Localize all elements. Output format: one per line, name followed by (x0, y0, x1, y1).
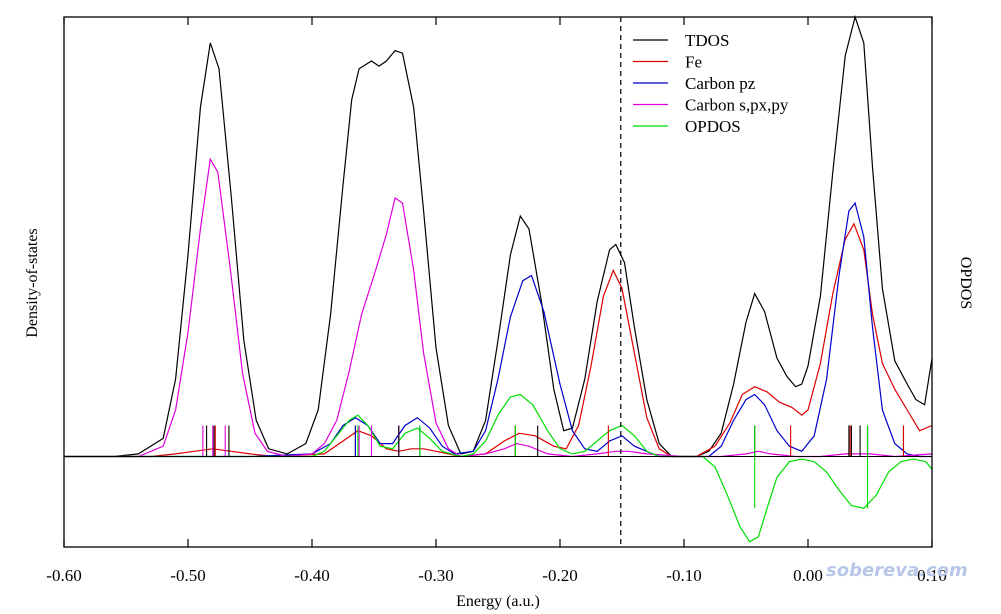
plot-frame (63, 16, 933, 548)
y-axis-title-left: Density-of-states (24, 228, 41, 337)
series-line-tdos (64, 14, 933, 458)
x-tick-label: -0.60 (46, 566, 81, 585)
series-line-carbon-pz (64, 201, 932, 458)
legend-label-opdos: OPDOS (685, 117, 741, 136)
series-line-fe (64, 222, 933, 458)
watermark-text: sobereva.com (826, 560, 968, 581)
legend: TDOS Fe Carbon pz Carbon s,px,py OPDOS (633, 31, 789, 136)
series-line-opdos (64, 393, 933, 543)
legend-label-tdos: TDOS (685, 31, 729, 50)
axes-group: -0.60 -0.50 -0.40 -0.30 -0.20 -0.10 0.00 0.10 (46, 16, 947, 585)
series-group (64, 14, 933, 543)
y-axis-title-right: OPDOS (957, 257, 974, 309)
legend-label-fe: Fe (685, 53, 702, 72)
series-line-carbon-s-px-py (64, 157, 933, 458)
legend-label-carbon-s-px-py: Carbon s,px,py (685, 96, 789, 115)
x-tick-label: -0.40 (294, 566, 329, 585)
x-tick-label: -0.30 (418, 566, 453, 585)
x-tick-label: 0.00 (793, 566, 823, 585)
x-tick-label: -0.50 (170, 566, 205, 585)
x-axis-title: Energy (a.u.) (456, 593, 540, 610)
x-tick-label: -0.20 (542, 566, 577, 585)
sticks-group (202, 425, 905, 509)
legend-label-carbon-pz: Carbon pz (685, 74, 756, 93)
x-tick-label: -0.10 (666, 566, 701, 585)
x-tick-label: 0.10 (917, 566, 947, 585)
